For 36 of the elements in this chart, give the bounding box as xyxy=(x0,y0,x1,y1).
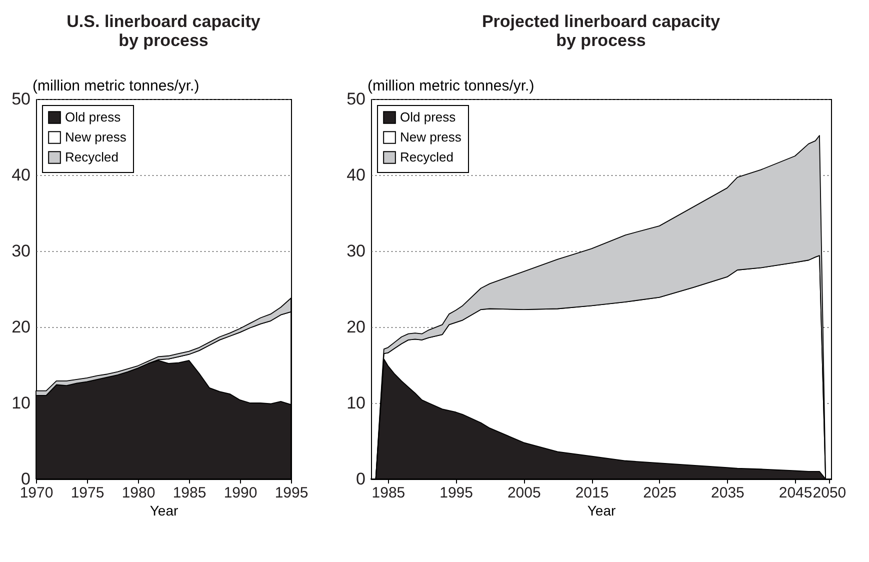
legend-label: Old press xyxy=(400,110,456,124)
legend-label: New press xyxy=(65,130,127,144)
x-axis-title: Year xyxy=(150,502,178,518)
y-axis-title: (million metric tonnes/yr.) xyxy=(32,78,200,94)
legend-label: Recycled xyxy=(65,150,118,164)
x-tick-label: 1980 xyxy=(122,484,156,502)
x-tick-label: 2050 xyxy=(812,484,846,502)
chart-title: Projected linerboard capacity by process xyxy=(482,12,721,50)
chart-title: U.S. linerboard capacity by process xyxy=(66,12,261,50)
x-tick-label: 1995 xyxy=(274,484,308,502)
y-tick-label: 50 xyxy=(12,90,30,108)
x-tick-label: 1990 xyxy=(224,484,258,502)
x-tick-label: 2015 xyxy=(575,484,609,502)
x-tick-label: 1985 xyxy=(372,484,406,502)
x-tick-label: 2005 xyxy=(507,484,541,502)
x-tick-label: 2035 xyxy=(711,484,744,502)
y-tick-label: 10 xyxy=(12,394,30,412)
y-tick-label: 40 xyxy=(12,166,30,184)
y-tick-label: 10 xyxy=(346,394,366,412)
y-tick-label: 0 xyxy=(356,470,366,488)
y-tick-label: 20 xyxy=(12,318,30,336)
x-axis-title: Year xyxy=(587,502,616,518)
legend-label: Old press xyxy=(65,110,122,124)
y-tick-label: 30 xyxy=(12,242,30,260)
y-tick-label: 20 xyxy=(346,318,366,336)
x-tick-label: 1985 xyxy=(172,484,206,502)
x-tick-label: 1975 xyxy=(70,484,104,502)
y-tick-label: 30 xyxy=(346,242,366,260)
legend-label: New press xyxy=(400,130,462,144)
y-tick-label: 40 xyxy=(346,166,366,184)
x-tick-label: 2045 xyxy=(778,484,812,502)
y-tick-label: 50 xyxy=(346,90,366,108)
x-tick-label: 2025 xyxy=(643,484,677,502)
y-axis-title: (million metric tonnes/yr.) xyxy=(368,78,534,94)
legend-label: Recycled xyxy=(400,150,454,164)
x-tick-label: 1995 xyxy=(440,484,473,502)
